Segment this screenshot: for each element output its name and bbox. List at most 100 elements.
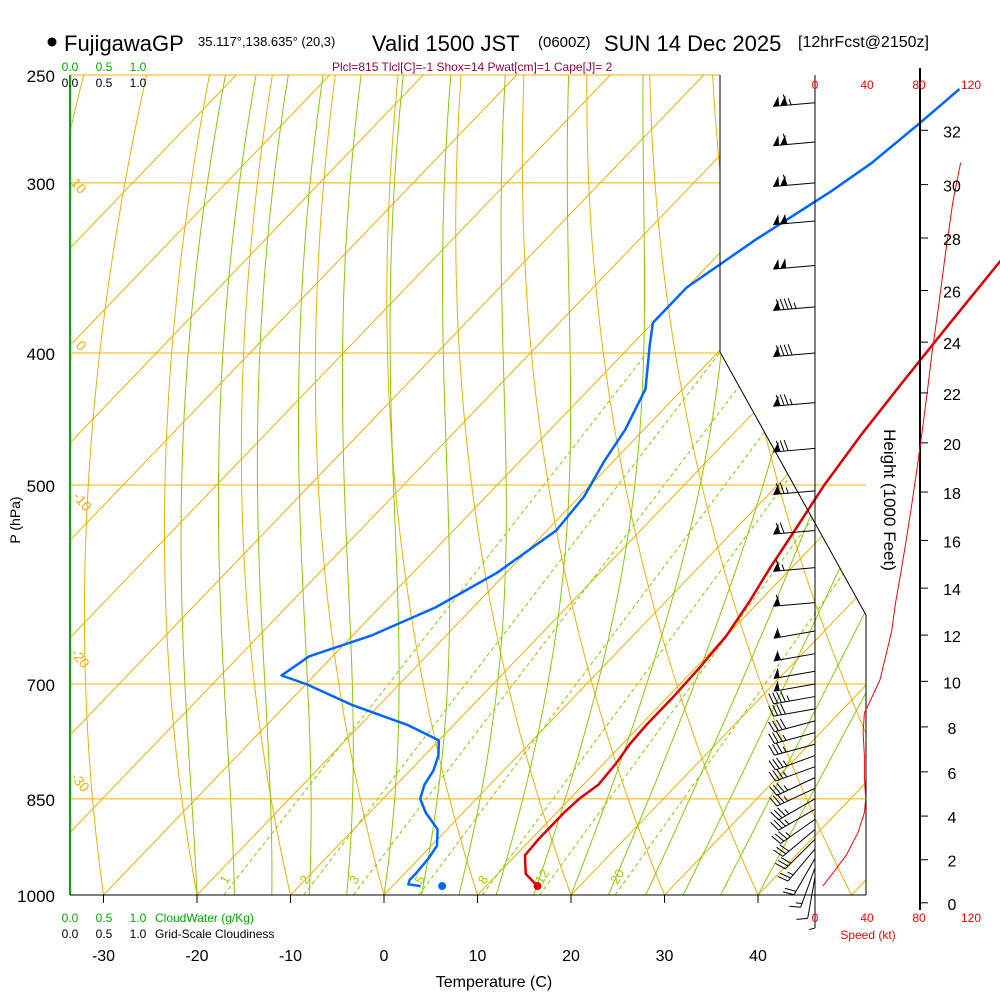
barb-shaft [776, 787, 816, 807]
wind-barb [773, 439, 816, 453]
mixing-ratio-label: 20 [607, 866, 627, 886]
barb-full [770, 821, 779, 831]
wind-speed-profile [822, 162, 962, 887]
temp-tick-label: -20 [185, 948, 208, 965]
barb-full [773, 819, 783, 829]
barb-shaft [776, 777, 816, 796]
barb-full [768, 760, 776, 771]
moist-adiabat-line [645, 75, 866, 895]
wind-barb [768, 703, 816, 717]
barb-full [772, 770, 780, 780]
wind-barb [773, 94, 816, 107]
isotherm-line [70, 75, 237, 895]
height-tick-label: 32 [943, 124, 961, 141]
height-tick-label: 10 [943, 675, 961, 692]
barb-half [782, 734, 787, 741]
barb-full [779, 718, 787, 729]
barb-half [793, 302, 797, 309]
barb-half [785, 487, 789, 494]
height-axis-title: Height (1000 Feet) [880, 429, 899, 571]
barb-full [782, 94, 788, 106]
barb-pennant [773, 258, 780, 270]
barb-full [776, 757, 784, 768]
moist-adiabat-line [217, 75, 257, 895]
sounding-profiles [280, 88, 1000, 891]
cloudiness-label: Grid-Scale Cloudiness [155, 927, 274, 941]
barb-shaft [775, 766, 816, 782]
barb-shaft [774, 743, 816, 756]
barb-full [776, 768, 784, 779]
barb-full [783, 298, 789, 310]
barb-half [795, 902, 803, 904]
moist-adiabat-line [383, 75, 404, 895]
wind-barb [768, 742, 816, 756]
barb-half [777, 653, 781, 660]
height-tick-label: 28 [943, 232, 961, 249]
speed-tick-top: 0 [812, 78, 819, 92]
moist-adiabat-line [298, 75, 324, 895]
isotherm-line [70, 75, 424, 895]
barb-full [772, 743, 779, 755]
barb-full [779, 344, 785, 356]
barb-shaft [778, 798, 816, 821]
barb-shaft [773, 265, 816, 270]
barb-shaft [807, 876, 816, 919]
pressure-tick-label: 400 [27, 345, 55, 364]
barb-full [782, 891, 795, 896]
dry-adiabat-label: -20 [68, 645, 93, 671]
temp-tick-label: 30 [656, 948, 674, 965]
dry-adiabat-line [240, 75, 291, 895]
valid-zulu: (0600Z) [538, 34, 591, 51]
barb-full [782, 133, 788, 145]
cloudwater-tick-top: 0.0 [62, 60, 79, 74]
barb-shaft [773, 402, 816, 407]
speed-line [822, 162, 962, 887]
barb-full [776, 793, 785, 804]
barb-full [775, 522, 781, 534]
wind-barb [773, 394, 816, 407]
barb-pennant [773, 95, 780, 107]
barb-full [777, 875, 789, 882]
barb-full [779, 522, 785, 534]
isotherm-line [70, 75, 331, 895]
barb-half [784, 819, 790, 825]
barb-full [779, 844, 790, 852]
barb-shaft [773, 102, 816, 107]
dry-adiabat-label: -10 [70, 488, 95, 514]
mixing-ratio-label: 8 [475, 873, 492, 887]
barb-full [779, 394, 785, 406]
barb-shaft [778, 808, 816, 831]
wind-barb [808, 886, 816, 931]
barb-full [768, 771, 776, 782]
temp-tick-label: 10 [469, 948, 487, 965]
barb-full [787, 344, 793, 356]
barb-full [780, 872, 791, 879]
barb-pennant [773, 667, 780, 679]
pressure-tick-label: 700 [27, 676, 55, 695]
wind-barb [789, 867, 816, 908]
barb-full [768, 705, 775, 717]
mixing-ratio-label: 3 [346, 873, 363, 887]
barb-full [783, 344, 789, 356]
barb-full [773, 849, 784, 857]
barb-full [775, 719, 783, 730]
cloudwater-label: CloudWater (g/Kg) [155, 911, 254, 925]
cloudwater-tick-bottom: 0.0 [62, 911, 79, 925]
barb-full [775, 731, 783, 742]
wind-barb [773, 667, 816, 679]
cloudiness-tick-bottom: 0.0 [62, 927, 79, 941]
barb-shaft [773, 306, 816, 312]
moist-adiabat-label: 20 [784, 427, 815, 458]
barb-shaft [773, 630, 816, 639]
dry-adiabat-label: 10 [68, 174, 90, 196]
barb-pennant [773, 176, 780, 187]
barb-full [796, 917, 808, 920]
barb-full [772, 692, 779, 704]
barb-shaft [773, 220, 816, 226]
isotherm-line [664, 75, 866, 895]
cloudwater-tick-bottom: 0.5 [96, 911, 113, 925]
height-tick-label: 14 [943, 582, 961, 599]
barb-pennant [773, 214, 780, 225]
